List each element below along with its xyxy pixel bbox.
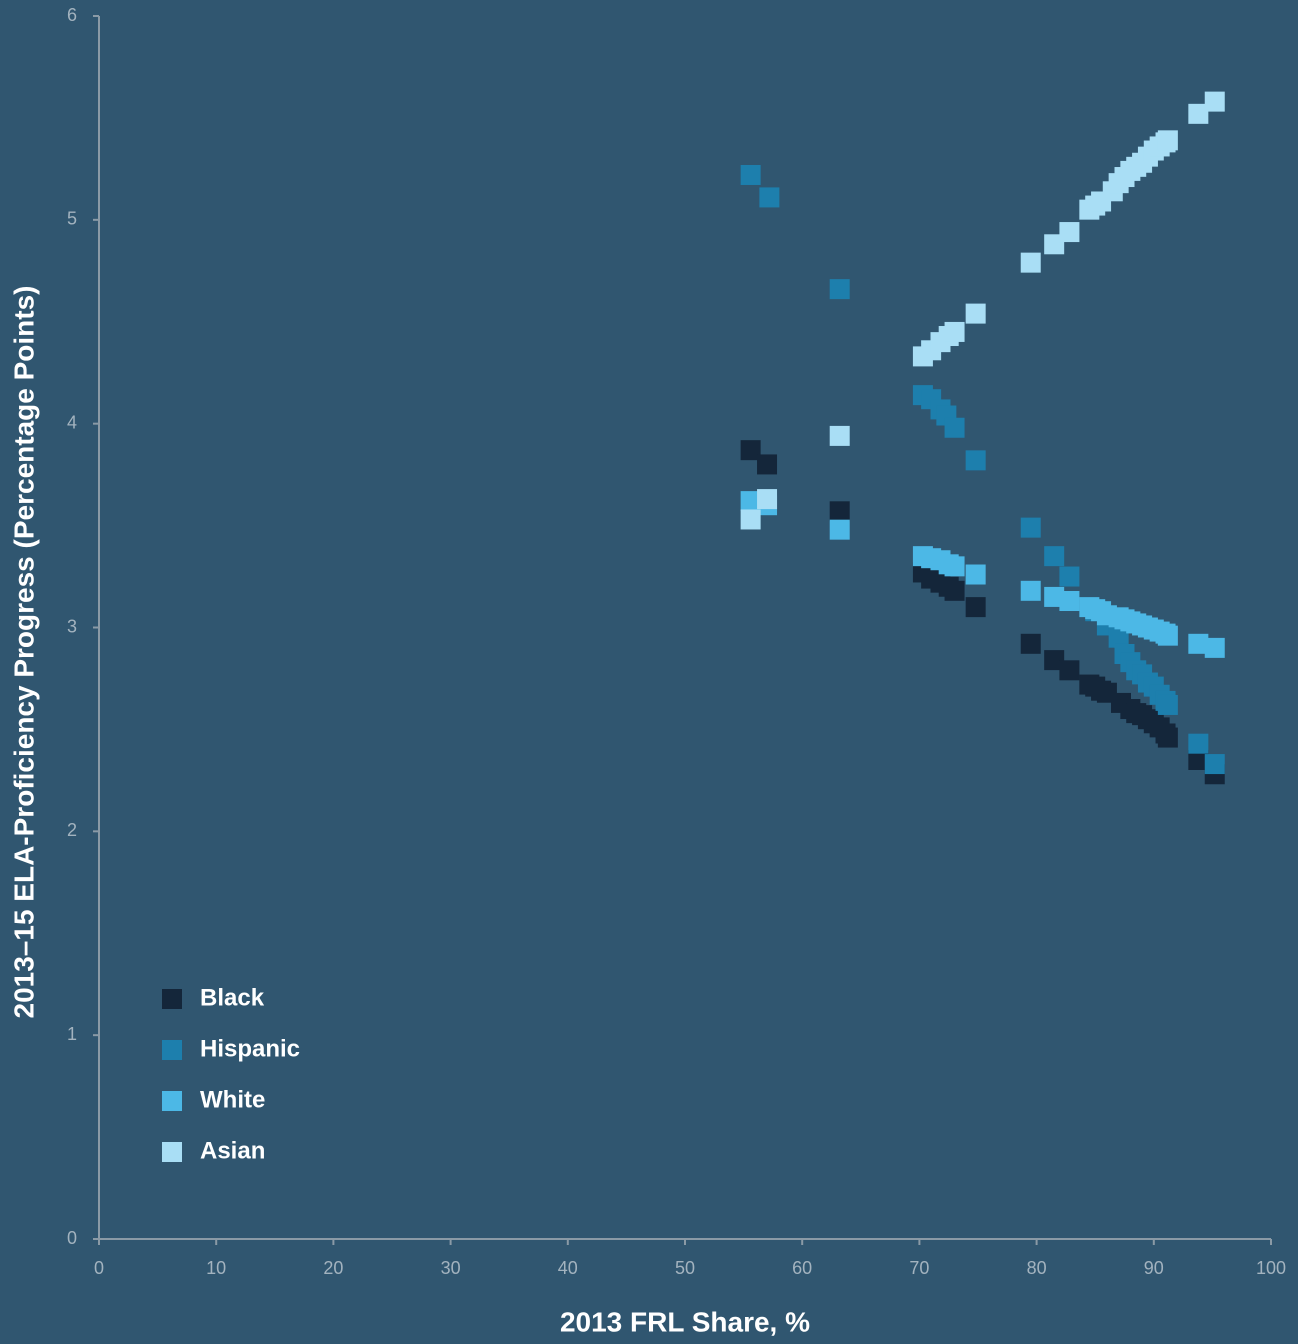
x-tick-label: 0 — [94, 1258, 104, 1278]
legend-label: White — [200, 1086, 265, 1113]
point — [740, 509, 761, 530]
point — [1059, 660, 1080, 681]
x-tick-label: 10 — [206, 1258, 226, 1278]
y-tick-label: 2 — [67, 820, 77, 840]
x-tick-label: 50 — [675, 1258, 695, 1278]
point — [1044, 586, 1065, 607]
y-tick-label: 3 — [67, 616, 77, 636]
point — [1157, 130, 1178, 151]
y-tick-label: 0 — [67, 1228, 77, 1248]
point — [829, 501, 850, 522]
legend-label: Asian — [200, 1137, 265, 1164]
point — [740, 164, 761, 185]
x-tick-label: 20 — [323, 1258, 343, 1278]
legend-swatch — [162, 1142, 182, 1162]
point — [1204, 754, 1225, 775]
point — [965, 303, 986, 324]
point — [944, 417, 965, 438]
point — [1108, 627, 1129, 648]
point — [965, 597, 986, 618]
point — [829, 519, 850, 540]
point — [944, 580, 965, 601]
point — [1020, 517, 1041, 538]
x-tick-label: 80 — [1027, 1258, 1047, 1278]
point — [1157, 727, 1178, 748]
point — [1059, 591, 1080, 612]
x-tick-label: 30 — [441, 1258, 461, 1278]
point — [829, 279, 850, 300]
point — [1059, 222, 1080, 243]
point — [1157, 694, 1178, 715]
point — [965, 450, 986, 471]
point — [1157, 625, 1178, 646]
y-tick-label: 6 — [67, 5, 77, 25]
point — [1204, 91, 1225, 112]
y-tick-label: 1 — [67, 1024, 77, 1044]
x-tick-label: 90 — [1144, 1258, 1164, 1278]
x-tick-label: 70 — [909, 1258, 929, 1278]
y-tick-label: 5 — [67, 209, 77, 229]
point — [740, 491, 761, 512]
x-tick-label: 100 — [1256, 1258, 1286, 1278]
point — [1204, 637, 1225, 658]
point — [1044, 546, 1065, 567]
y-tick-label: 4 — [67, 412, 77, 432]
point — [1059, 566, 1080, 587]
x-tick-label: 60 — [792, 1258, 812, 1278]
point — [1044, 234, 1065, 255]
point — [1188, 733, 1209, 754]
y-axis-title: 2013–15 ELA-Proficiency Progress (Percen… — [8, 286, 39, 1019]
point — [1044, 650, 1065, 671]
point — [1188, 103, 1209, 124]
point — [757, 489, 778, 510]
legend-label: Black — [200, 984, 265, 1011]
point — [965, 564, 986, 585]
x-tick-label: 40 — [558, 1258, 578, 1278]
point — [759, 187, 780, 208]
x-axis-title: 2013 FRL Share, % — [560, 1306, 810, 1337]
point — [1020, 633, 1041, 654]
point — [829, 425, 850, 446]
legend-swatch — [162, 1040, 182, 1060]
point — [740, 440, 761, 461]
legend-swatch — [162, 989, 182, 1009]
legend-swatch — [162, 1091, 182, 1111]
point — [1020, 252, 1041, 273]
point — [757, 454, 778, 475]
point — [1188, 633, 1209, 654]
legend-label: Hispanic — [200, 1035, 300, 1062]
point — [1188, 749, 1209, 770]
point — [1020, 580, 1041, 601]
point — [944, 556, 965, 577]
point — [944, 321, 965, 342]
